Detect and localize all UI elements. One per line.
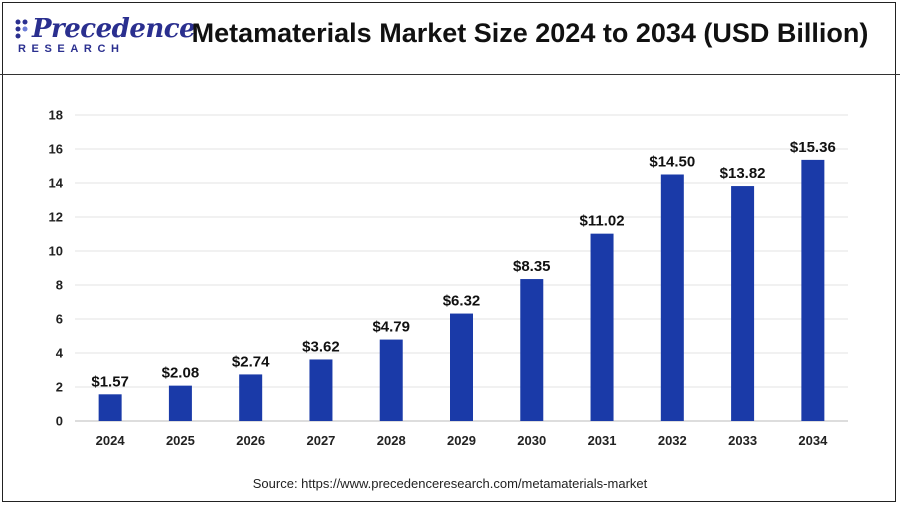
x-tick-label: 2028 [377, 433, 406, 448]
data-label: $11.02 [580, 213, 625, 230]
bar [98, 394, 122, 421]
data-label: $2.08 [162, 365, 200, 382]
y-tick-label: 18 [49, 108, 63, 123]
x-tick-label: 2029 [447, 433, 476, 448]
bar [731, 186, 755, 421]
data-label: $6.32 [443, 293, 481, 310]
data-label: $8.35 [513, 258, 551, 275]
x-tick-label: 2034 [798, 433, 828, 448]
bar [168, 385, 192, 421]
x-tick-label: 2033 [728, 433, 757, 448]
bar [379, 339, 403, 421]
data-label: $4.79 [372, 319, 410, 336]
data-label: $14.50 [649, 154, 695, 171]
x-tick-label: 2025 [166, 433, 195, 448]
y-tick-label: 6 [56, 312, 63, 327]
logo-mark-icon [15, 19, 28, 39]
bar [660, 174, 684, 421]
source-note: Source: https://www.precedenceresearch.c… [252, 476, 648, 491]
y-tick-label: 12 [49, 210, 63, 225]
x-tick-label: 2030 [517, 433, 546, 448]
bar-chart: 0 2 4 6 8 10 12 14 16 18 $1.57 2024 $2.08 2025 $2.74 20… [49, 108, 848, 448]
bar [520, 279, 544, 421]
y-tick-label: 10 [49, 244, 63, 259]
logo-main-text: Precedence [32, 14, 196, 44]
bar [239, 374, 263, 421]
data-label: $1.57 [91, 373, 129, 390]
x-tick-label: 2027 [306, 433, 335, 448]
data-label: $15.36 [790, 139, 836, 156]
y-tick-label: 16 [49, 142, 63, 157]
bar [801, 159, 825, 421]
chart-title: Metamaterials Market Size 2024 to 2034 (… [191, 18, 869, 48]
brand-logo: Precedence RESEARCH [14, 14, 196, 58]
y-tick-label: 4 [56, 346, 64, 361]
x-tick-label: 2032 [658, 433, 687, 448]
bar [590, 233, 614, 421]
y-tick-label: 14 [49, 176, 64, 191]
header: Precedence RESEARCH Metamaterials Market… [0, 0, 900, 75]
data-label: $13.82 [720, 165, 766, 182]
y-tick-label: 0 [56, 414, 63, 429]
logo-sub-text: RESEARCH [18, 43, 125, 55]
data-label: $2.74 [232, 353, 270, 370]
bar [450, 313, 473, 421]
y-tick-label: 8 [56, 278, 63, 293]
bar [309, 359, 333, 421]
x-tick-label: 2026 [236, 433, 265, 448]
x-tick-label: 2024 [96, 433, 126, 448]
y-tick-label: 2 [56, 380, 63, 395]
data-label: $3.62 [302, 338, 340, 355]
x-tick-label: 2031 [588, 433, 617, 448]
